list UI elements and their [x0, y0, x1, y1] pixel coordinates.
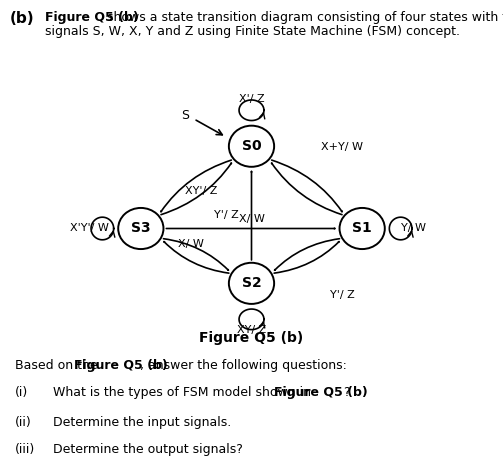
Text: Figure Q5 (b): Figure Q5 (b) — [45, 11, 139, 24]
Text: X/ W: X/ W — [178, 239, 204, 250]
FancyArrowPatch shape — [161, 163, 231, 215]
FancyArrowPatch shape — [164, 242, 229, 273]
Text: S0: S0 — [241, 139, 262, 153]
Text: shows a state transition diagram consisting of four states with the: shows a state transition diagram consist… — [103, 11, 503, 24]
FancyArrowPatch shape — [251, 171, 252, 260]
FancyArrowPatch shape — [272, 163, 342, 215]
Text: Y'/ Z: Y'/ Z — [214, 210, 239, 220]
FancyArrowPatch shape — [272, 160, 342, 212]
FancyArrowPatch shape — [166, 228, 335, 229]
FancyArrowPatch shape — [163, 239, 228, 270]
Text: X+Y/ W: X+Y/ W — [321, 142, 363, 152]
Text: Determine the output signals?: Determine the output signals? — [53, 443, 242, 456]
FancyArrowPatch shape — [275, 239, 340, 270]
Text: , answer the following questions:: , answer the following questions: — [140, 359, 347, 372]
Text: S1: S1 — [352, 222, 372, 235]
Text: S: S — [181, 109, 189, 122]
Text: What is the types of FSM model shown in: What is the types of FSM model shown in — [53, 386, 315, 399]
Text: Y/ W: Y/ W — [400, 223, 426, 234]
Text: Figure Q5 (b): Figure Q5 (b) — [274, 386, 368, 399]
Text: X'Y'/ W: X'Y'/ W — [70, 223, 109, 234]
Text: Figure Q5 (b): Figure Q5 (b) — [199, 331, 304, 345]
Text: (i): (i) — [15, 386, 28, 399]
Text: (ii): (ii) — [15, 416, 32, 429]
Text: Y'/ Z: Y'/ Z — [330, 290, 355, 300]
Text: S3: S3 — [131, 222, 151, 235]
Text: Determine the input signals.: Determine the input signals. — [53, 416, 231, 429]
Text: X'/ Z: X'/ Z — [239, 94, 264, 104]
Text: signals S, W, X, Y and Z using Finite State Machine (FSM) concept.: signals S, W, X, Y and Z using Finite St… — [45, 25, 460, 38]
Text: (b): (b) — [10, 11, 35, 27]
Text: XY'/ Z: XY'/ Z — [185, 186, 217, 197]
Text: X/ W: X/ W — [238, 214, 265, 224]
Text: Figure Q5 (b): Figure Q5 (b) — [74, 359, 168, 372]
Text: (iii): (iii) — [15, 443, 35, 456]
Text: XY/ Z: XY/ Z — [237, 324, 266, 335]
Text: S2: S2 — [241, 276, 262, 290]
Text: ?: ? — [340, 386, 350, 399]
FancyArrowPatch shape — [161, 160, 231, 212]
FancyArrowPatch shape — [274, 242, 339, 273]
Text: Based on the: Based on the — [15, 359, 102, 372]
